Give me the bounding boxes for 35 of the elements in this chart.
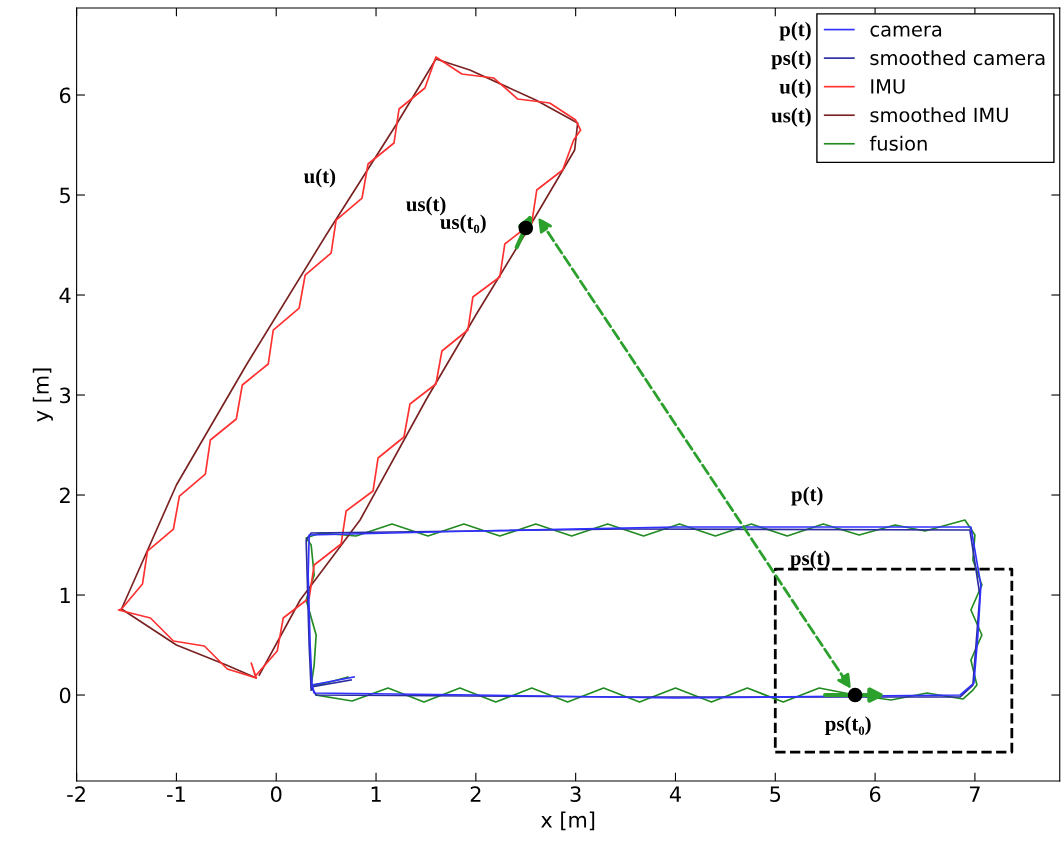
x-tick-label: -2 [67, 786, 85, 802]
legend-label: camera [870, 25, 942, 37]
annotation: us(t) [406, 196, 446, 216]
legend-label: fusion [869, 135, 927, 151]
y-tick-label: 0 [59, 687, 71, 704]
annotation: p(t) [791, 486, 823, 506]
annotation: u(t) [303, 168, 336, 188]
y-tick-label: 5 [60, 187, 70, 204]
annotation: ps(t) [771, 50, 811, 70]
y-tick-label: 4 [59, 287, 71, 303]
x-tick-label: 5 [770, 786, 781, 803]
x-tick-label: 4 [669, 786, 681, 802]
y-tick-label: 3 [60, 387, 71, 404]
annotation: ps(t₀) [825, 716, 871, 736]
y-tick-label: 6 [59, 87, 71, 104]
x-tick-label: 3 [570, 786, 581, 803]
x-tick-label: 2 [470, 786, 481, 802]
y-tick-label: 2 [60, 487, 70, 503]
y-axis-title: y [m] [32, 368, 53, 422]
legend-label: smoothed IMU [870, 107, 1008, 123]
annotation: us(t₀) [440, 214, 486, 234]
x-tick-label: 7 [969, 786, 980, 802]
annotation: p(t) [779, 21, 811, 41]
x-tick-label: -1 [167, 786, 185, 802]
x-tick-label: 1 [371, 786, 381, 802]
legend-label: smoothed camera [870, 50, 1045, 66]
annotation: u(t) [779, 79, 811, 99]
x-tick-label: 6 [869, 786, 881, 803]
y-tick-label: 1 [60, 587, 70, 603]
x-tick-label: 0 [270, 786, 282, 803]
point [847, 687, 863, 703]
annotation: ps(t) [790, 550, 830, 570]
annotation: us(t) [771, 107, 811, 127]
x-axis-title: x [m] [541, 811, 595, 831]
legend-label: IMU [871, 79, 905, 94]
